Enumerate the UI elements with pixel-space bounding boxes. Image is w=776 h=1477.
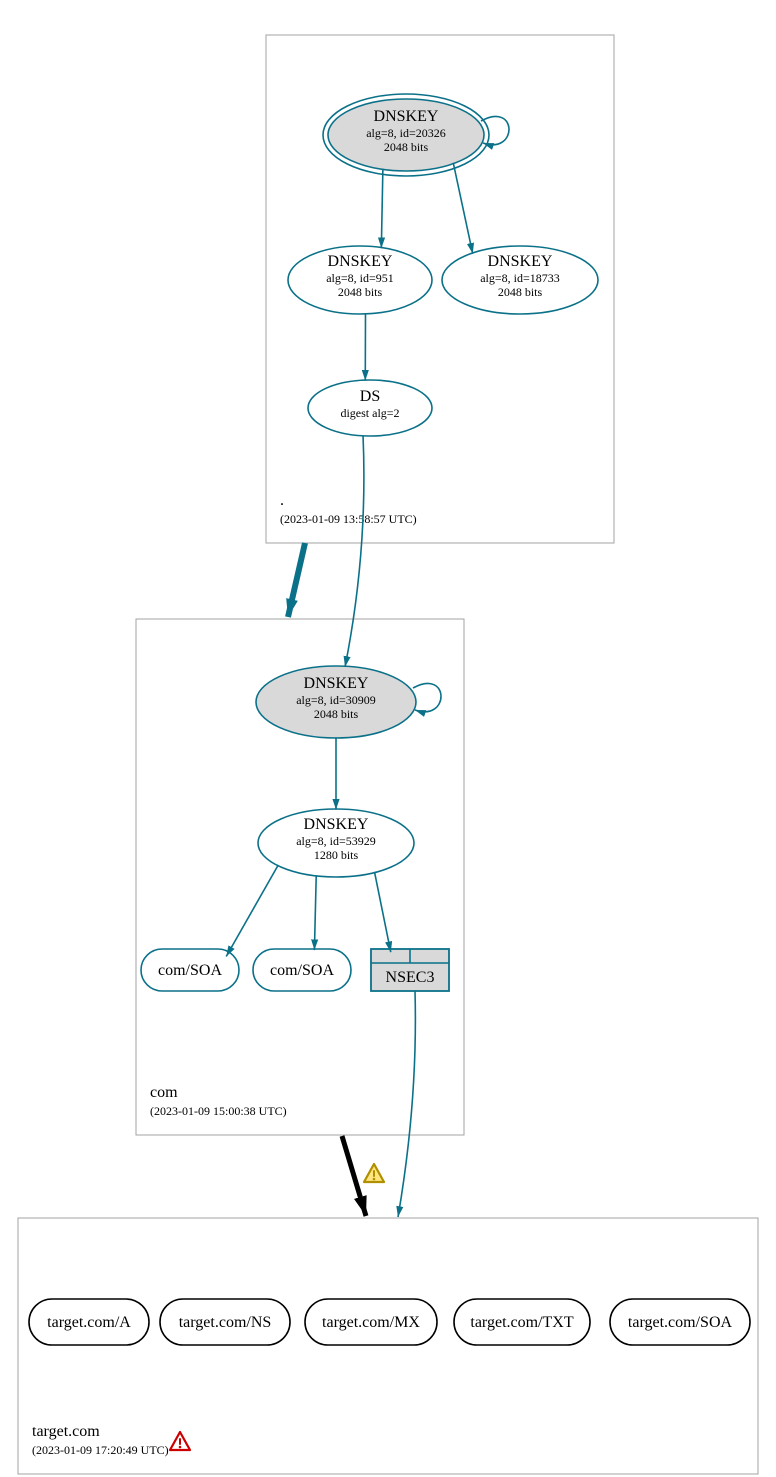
node-subtext: digest alg=2 — [340, 406, 399, 420]
node-comZsk: DNSKEYalg=8, id=539291280 bits — [258, 809, 414, 877]
edge-comZsk-comSoa1 — [226, 865, 278, 957]
warning-icon — [364, 1164, 384, 1182]
delegation-com-to-target — [342, 1136, 366, 1216]
zone-label: com — [150, 1084, 178, 1101]
node-title: DNSKEY — [328, 253, 393, 270]
record-label: target.com/MX — [322, 1314, 420, 1331]
self-loop-rootKsk — [481, 117, 509, 145]
record-label: target.com/NS — [179, 1314, 272, 1331]
record-label: target.com/TXT — [470, 1314, 573, 1331]
edge-rootKsk-rootZsk1 — [381, 169, 383, 249]
node-comKsk: DNSKEYalg=8, id=309092048 bits — [256, 666, 441, 738]
record-label: target.com/SOA — [628, 1314, 733, 1331]
record-label: com/SOA — [270, 962, 334, 979]
zone-target: target.com (2023-01-09 17:20:49 UTC) — [18, 1218, 758, 1474]
node-rootZsk2: DNSKEYalg=8, id=187332048 bits — [442, 246, 598, 314]
node-tSOA: target.com/SOA — [610, 1299, 750, 1345]
nsec3-label: NSEC3 — [386, 969, 435, 986]
node-subtext: 2048 bits — [498, 285, 543, 299]
node-rootDs: DSdigest alg=2 — [308, 380, 432, 436]
error-icon — [170, 1432, 190, 1450]
node-title: DNSKEY — [488, 253, 553, 270]
node-tA: target.com/A — [29, 1299, 149, 1345]
node-title: DNSKEY — [304, 675, 369, 692]
node-subtext: 2048 bits — [338, 285, 383, 299]
zone-timestamp: (2023-01-09 17:20:49 UTC) — [32, 1443, 169, 1457]
node-title: DS — [360, 388, 380, 405]
node-tTXT: target.com/TXT — [454, 1299, 590, 1345]
node-comSoa2: com/SOA — [253, 949, 351, 991]
edge-nsec3-to-target — [398, 991, 415, 1217]
edge-comZsk-nsec3 — [374, 872, 390, 952]
zone-timestamp: (2023-01-09 13:58:57 UTC) — [280, 512, 417, 526]
record-label: target.com/A — [47, 1314, 131, 1331]
node-title: DNSKEY — [374, 108, 439, 125]
node-tNS: target.com/NS — [160, 1299, 290, 1345]
edge-comZsk-comSoa2 — [314, 875, 316, 950]
record-label: com/SOA — [158, 962, 222, 979]
edge-rootDs-comKsk — [345, 435, 364, 667]
node-comSoa1: com/SOA — [141, 949, 239, 991]
node-title: DNSKEY — [304, 816, 369, 833]
node-subtext: alg=8, id=53929 — [296, 834, 376, 848]
node-tMX: target.com/MX — [305, 1299, 437, 1345]
node-nsec3: NSEC3 — [371, 949, 449, 991]
node-subtext: 2048 bits — [384, 140, 429, 154]
node-subtext: alg=8, id=18733 — [480, 271, 560, 285]
zone-label: target.com — [32, 1423, 100, 1440]
zone-label: . — [280, 492, 284, 509]
node-subtext: alg=8, id=951 — [326, 271, 394, 285]
node-subtext: 2048 bits — [314, 707, 359, 721]
node-rootKsk: DNSKEYalg=8, id=203262048 bits — [323, 94, 509, 176]
zone-timestamp: (2023-01-09 15:00:38 UTC) — [150, 1104, 287, 1118]
node-rootZsk1: DNSKEYalg=8, id=9512048 bits — [288, 246, 432, 314]
edge-rootKsk-rootZsk2 — [453, 163, 473, 254]
delegation-root-to-com — [288, 543, 305, 617]
node-subtext: 1280 bits — [314, 848, 359, 862]
self-loop-comKsk — [413, 684, 441, 712]
node-subtext: alg=8, id=30909 — [296, 693, 376, 707]
node-subtext: alg=8, id=20326 — [366, 126, 446, 140]
